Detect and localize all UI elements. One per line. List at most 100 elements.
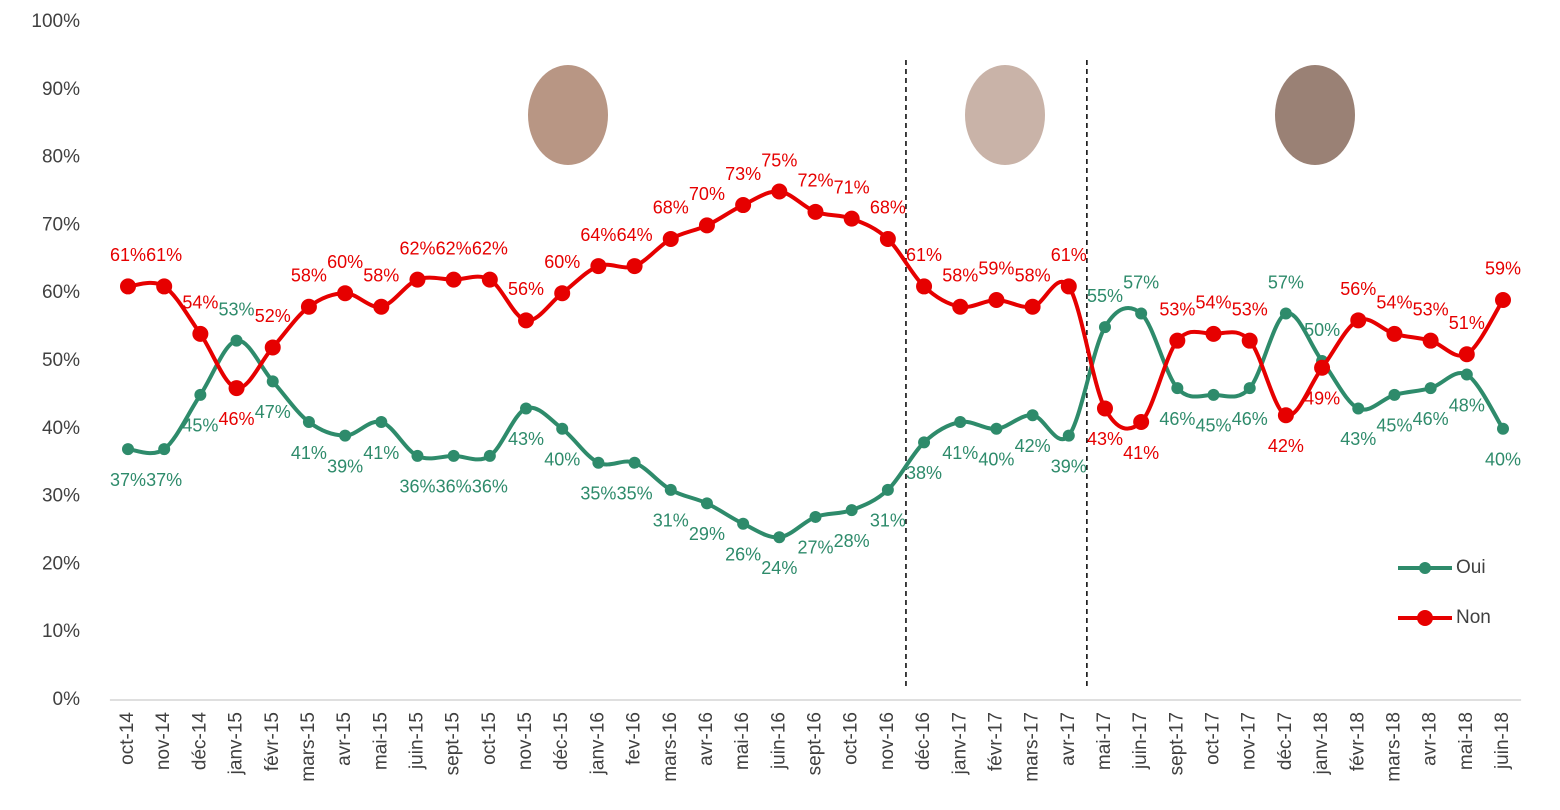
x-tick-label: janv-17 — [949, 712, 970, 775]
data-label: 54% — [1376, 293, 1412, 313]
marker — [445, 271, 462, 288]
x-tick-label: nov-17 — [1239, 712, 1260, 770]
data-label: 47% — [255, 402, 291, 422]
x-tick-label: oct-15 — [479, 712, 500, 765]
data-label: 36% — [399, 477, 435, 497]
data-label: 46% — [1232, 409, 1268, 429]
data-label: 64% — [580, 225, 616, 245]
data-label: 53% — [1232, 299, 1268, 319]
x-tick-label: juin-17 — [1130, 712, 1151, 770]
data-label: 41% — [1123, 443, 1159, 463]
data-label: 35% — [617, 483, 653, 503]
x-tick-label: mai-17 — [1094, 712, 1115, 770]
marker — [918, 436, 931, 449]
data-label: 45% — [1196, 416, 1232, 436]
data-label: 49% — [1304, 389, 1340, 409]
data-label: 62% — [436, 238, 472, 258]
x-tick-label: mars-18 — [1383, 712, 1404, 782]
marker — [916, 278, 933, 295]
marker — [1135, 307, 1148, 320]
marker — [411, 449, 424, 462]
x-tick-label: sept-17 — [1166, 712, 1187, 775]
data-label: 40% — [544, 450, 580, 470]
data-label: 38% — [906, 463, 942, 483]
marker — [1424, 382, 1437, 395]
legend-label: Oui — [1456, 557, 1486, 578]
marker — [520, 402, 533, 415]
marker — [590, 258, 607, 275]
x-tick-label: sept-16 — [805, 712, 826, 775]
marker — [698, 217, 715, 234]
marker — [300, 298, 317, 315]
data-label: 53% — [1159, 299, 1195, 319]
x-tick-label: oct-14 — [117, 712, 138, 765]
marker — [194, 388, 207, 401]
portrait — [528, 65, 608, 165]
data-label: 36% — [436, 477, 472, 497]
y-tick-label: 0% — [53, 689, 81, 710]
marker — [1277, 407, 1294, 424]
x-tick-label: oct-17 — [1203, 712, 1224, 765]
data-label: 72% — [797, 171, 833, 191]
portraits — [528, 65, 1355, 165]
marker — [228, 380, 245, 397]
marker — [843, 210, 860, 227]
x-tick-label: janv-18 — [1311, 712, 1332, 775]
x-tick-label: juin-15 — [406, 712, 427, 770]
data-label: 42% — [1015, 436, 1051, 456]
data-label: 61% — [146, 245, 182, 265]
marker — [375, 416, 388, 429]
data-label: 55% — [1087, 286, 1123, 306]
data-label: 53% — [1413, 299, 1449, 319]
marker — [1207, 388, 1220, 401]
x-tick-label: janv-16 — [587, 712, 608, 775]
marker — [1062, 429, 1075, 442]
marker — [1388, 388, 1401, 401]
data-label: 60% — [544, 252, 580, 272]
data-label: 58% — [1015, 266, 1051, 286]
marker — [1460, 368, 1473, 381]
series-line — [127, 189, 1505, 431]
marker — [264, 339, 281, 356]
data-label: 61% — [1051, 245, 1087, 265]
marker — [664, 483, 677, 496]
marker — [483, 449, 496, 462]
data-label: 29% — [689, 524, 725, 544]
x-tick-label: sept-15 — [443, 712, 464, 775]
data-label: 54% — [182, 293, 218, 313]
data-label: 28% — [834, 531, 870, 551]
data-label: 57% — [1268, 272, 1304, 292]
marker — [1024, 298, 1041, 315]
y-tick-label: 80% — [42, 147, 80, 168]
x-tick-label: févr-17 — [985, 712, 1006, 771]
marker — [881, 483, 894, 496]
marker — [700, 497, 713, 510]
marker — [1314, 359, 1331, 376]
marker — [773, 531, 786, 544]
marker — [809, 510, 822, 523]
x-tick-label: nov-15 — [515, 712, 536, 770]
marker — [122, 443, 134, 456]
marker — [1205, 325, 1222, 342]
y-tick-label: 40% — [42, 418, 80, 439]
x-tick-label: mars-17 — [1022, 712, 1043, 782]
x-tick-label: nov-16 — [877, 712, 898, 770]
marker — [1386, 325, 1403, 342]
marker — [1026, 409, 1039, 422]
x-tick-label: févr-18 — [1347, 712, 1368, 771]
marker — [554, 285, 571, 302]
data-label: 24% — [761, 558, 797, 578]
marker — [1133, 414, 1150, 431]
data-label: 62% — [472, 238, 508, 258]
data-label: 45% — [182, 416, 218, 436]
marker — [1169, 332, 1186, 349]
x-tick-label: mars-15 — [298, 712, 319, 782]
data-label: 37% — [146, 470, 182, 490]
x-tick-label: mai-18 — [1456, 712, 1477, 770]
data-label: 56% — [1340, 279, 1376, 299]
marker — [373, 298, 390, 315]
data-label: 71% — [834, 177, 870, 197]
marker — [409, 271, 426, 288]
data-label: 57% — [1123, 272, 1159, 292]
